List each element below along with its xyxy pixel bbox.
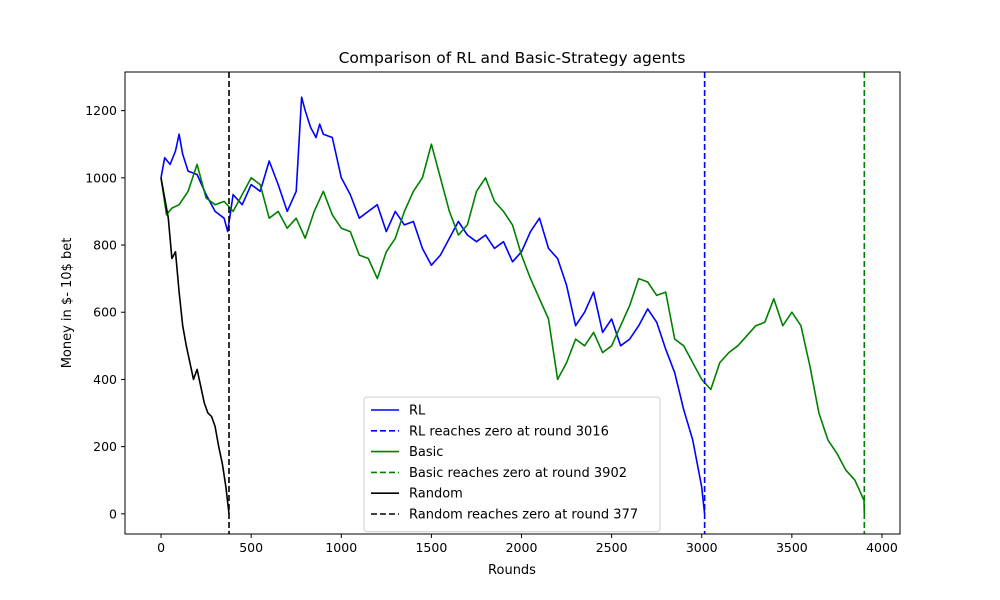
y-tick-label: 200 <box>93 439 117 454</box>
x-axis-label: Rounds <box>488 563 536 578</box>
legend-entry-label: Random reaches zero at round 377 <box>409 508 638 523</box>
legend-entry-label: Random <box>409 487 463 502</box>
legend-entry-label: Basic <box>409 445 443 460</box>
legend: RL RL reaches zero at round 3016 Basic Basi… <box>363 396 661 533</box>
x-tick-label: 1500 <box>415 540 447 555</box>
y-tick-label: 400 <box>93 372 117 387</box>
x-tick-label: 500 <box>239 540 263 555</box>
legend-entry-label: Basic reaches zero at round 3902 <box>409 466 627 481</box>
x-axis-ticks: 0 500 1000 1500 2000 2500 3000 3500 4000 <box>157 534 898 555</box>
y-tick-label: 800 <box>93 238 117 253</box>
x-tick-label: 2500 <box>596 540 628 555</box>
y-tick-label: 600 <box>93 305 117 320</box>
y-axis-ticks: 0 200 400 600 800 1000 1200 <box>85 103 125 521</box>
y-tick-label: 0 <box>109 506 117 521</box>
y-tick-label: 1200 <box>85 103 117 118</box>
x-tick-label: 2000 <box>506 540 538 555</box>
series-line-random <box>160 177 230 514</box>
legend-box <box>363 396 661 533</box>
x-tick-label: 3000 <box>686 540 718 555</box>
x-tick-label: 4000 <box>866 540 898 555</box>
legend-entry-label: RL reaches zero at round 3016 <box>409 424 609 439</box>
plot-frame <box>124 71 901 535</box>
x-tick-label: 1000 <box>325 540 357 555</box>
chart-title: Comparison of RL and Basic-Strategy agen… <box>339 49 686 67</box>
legend-entry-label: RL <box>409 404 426 419</box>
series-line-basic <box>160 143 866 514</box>
x-tick-label: 0 <box>157 540 165 555</box>
x-tick-label: 3500 <box>776 540 808 555</box>
y-axis-label: Money in $- 10$ bet <box>60 238 75 369</box>
y-tick-label: 1000 <box>85 170 117 185</box>
plot-area <box>160 72 866 534</box>
